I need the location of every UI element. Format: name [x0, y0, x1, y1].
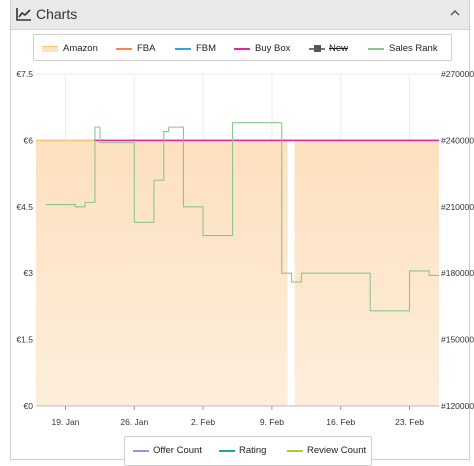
legend-label-fbm: FBM [196, 43, 217, 54]
legend-swatch-rating [219, 450, 235, 452]
legend-label-amazon: Amazon [63, 43, 98, 54]
y-left-tick-label: €7.5 [16, 69, 33, 79]
chevron-up-icon[interactable] [450, 9, 460, 17]
x-tick-label: 9. Feb [260, 417, 284, 427]
y-left-tick-label: €6 [24, 135, 34, 145]
y-right-tick-label: #240000 [441, 135, 474, 145]
x-tick-label: 19. Jan [52, 417, 80, 427]
legend-swatch-fbm [175, 48, 191, 50]
y-right-tick-label: #150000 [441, 335, 474, 345]
x-tick-label: 16. Feb [326, 417, 355, 427]
x-tick-label: 2. Feb [191, 417, 215, 427]
price-history-chart[interactable]: 19. Jan 26. Jan 2. Feb 9. Feb 16. Feb 23. Feb… [0, 0, 474, 450]
panel-header[interactable]: Charts [11, 0, 469, 30]
y-right-tick-label: #180000 [441, 268, 474, 278]
amazon-area [36, 140, 439, 406]
legend-swatch-review-count [287, 450, 303, 452]
y-right-tick-label: #210000 [441, 202, 474, 212]
y-left-tick-label: €1.5 [16, 335, 33, 345]
y-left-tick-label: €4.5 [16, 202, 33, 212]
legend-swatch-offer-count [133, 450, 149, 452]
legend-label-buy-box: Buy Box [255, 43, 291, 54]
legend-swatch-amazon [42, 46, 58, 52]
x-tick-label: 26. Jan [120, 417, 148, 427]
square-marker-icon [314, 45, 321, 52]
legend-label-fba: FBA [137, 43, 156, 54]
legend-swatch-sales-rank [368, 48, 384, 50]
panel-title: Charts [36, 6, 78, 22]
y-left-tick-label: €0 [24, 401, 34, 411]
legend-label-new: New [329, 43, 349, 54]
legend-swatch-fba [116, 48, 132, 50]
y-right-tick-label: #120000 [441, 401, 474, 411]
y-left-tick-label: €3 [24, 268, 34, 278]
line-chart-icon [16, 8, 31, 21]
y-right-tick-label: #270000 [441, 69, 474, 79]
legend-label-sales-rank: Sales Rank [389, 43, 438, 54]
x-tick-label: 23. Feb [395, 417, 424, 427]
chart-legend: Amazon FBA FBM Buy Box New Sales Rank [33, 34, 452, 61]
legend-swatch-buy-box [234, 48, 250, 50]
sales-rank-line [45, 122, 439, 312]
